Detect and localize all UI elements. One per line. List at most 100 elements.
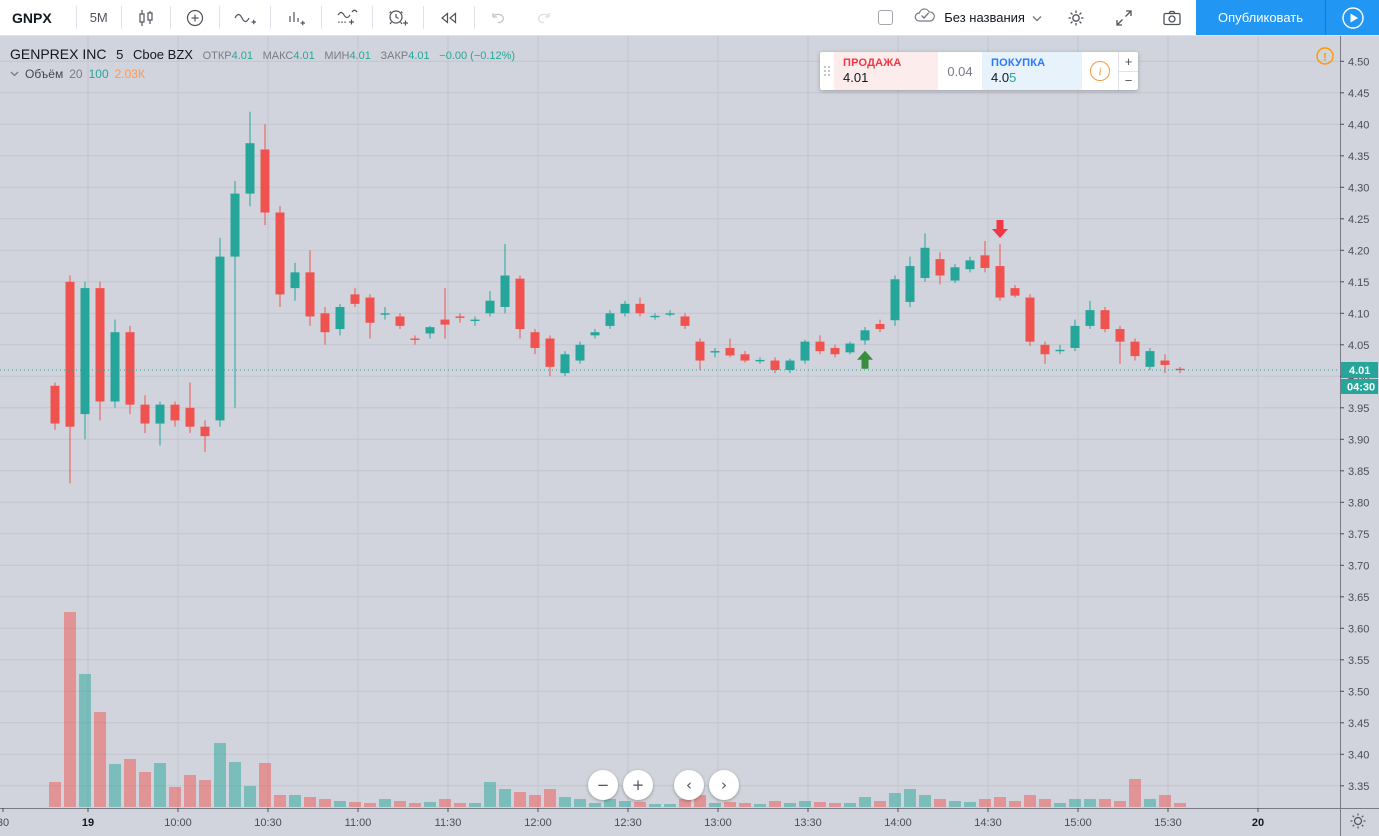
buy-price: 4.05 [991, 70, 1017, 85]
volume-legend-row[interactable]: Объём 20 100 2.03К [10, 67, 521, 81]
svg-text:3.80: 3.80 [1348, 497, 1369, 509]
scroll-right-button[interactable]: › [709, 770, 739, 800]
bar-pattern-plus-icon[interactable] [271, 0, 321, 35]
order-panel: ПРОДАЖА 4.01 0.04 ПОКУПКА 4.05 i + − [820, 52, 1138, 90]
svg-text:3.75: 3.75 [1348, 529, 1369, 541]
sell-price: 4.01 [843, 70, 869, 85]
volume-ma-length: 20 [69, 67, 83, 81]
undo-icon[interactable] [475, 0, 521, 35]
svg-text:4.45: 4.45 [1348, 88, 1369, 100]
svg-text:3.45: 3.45 [1348, 718, 1369, 730]
svg-text:4.30: 4.30 [1348, 182, 1369, 194]
legend-interval: 5 [116, 47, 124, 62]
close-label: ЗАКР [380, 50, 409, 62]
svg-text:4.40: 4.40 [1348, 119, 1369, 131]
play-button[interactable] [1325, 0, 1379, 35]
svg-text:3.55: 3.55 [1348, 655, 1369, 667]
buy-button[interactable]: ПОКУПКА 4.05 [982, 52, 1082, 90]
high-label: МАКС [262, 50, 294, 62]
zoom-in-button[interactable]: + [623, 770, 653, 800]
svg-text:04:30: 04:30 [1347, 382, 1375, 394]
top-toolbar: GNPX 5M [0, 0, 1379, 36]
svg-text:3.90: 3.90 [1348, 434, 1369, 446]
svg-text:10:00: 10:00 [164, 817, 192, 829]
chevron-down-icon [1032, 10, 1042, 25]
low-label: МИН [324, 50, 350, 62]
gear-icon[interactable] [1052, 0, 1100, 35]
buy-label: ПОКУПКА [991, 57, 1046, 69]
svg-text:19: 19 [82, 817, 94, 829]
cloud-check-icon [913, 7, 937, 28]
svg-text:3.70: 3.70 [1348, 560, 1369, 572]
svg-text:3.85: 3.85 [1348, 466, 1369, 478]
svg-text:15:30: 15:30 [1154, 817, 1182, 829]
svg-text:10:30: 10:30 [254, 817, 282, 829]
quantity-decrease-button[interactable]: − [1124, 73, 1133, 89]
compare-plus-icon[interactable] [171, 0, 219, 35]
fullscreen-icon[interactable] [1100, 0, 1148, 35]
zoom-out-button[interactable]: − [588, 770, 618, 800]
open-label: ОТКР [202, 50, 232, 62]
svg-text:4.50: 4.50 [1348, 56, 1369, 68]
quantity-increase-button[interactable]: + [1119, 52, 1138, 72]
svg-text:14:30: 14:30 [974, 817, 1002, 829]
high-value: 4.01 [293, 50, 315, 62]
volume-ma-value: 2.03К [114, 67, 145, 81]
svg-text:11:30: 11:30 [435, 817, 462, 829]
layout-menu[interactable]: Без названия [903, 0, 1052, 35]
close-value: 4.01 [408, 50, 430, 62]
svg-text:15:00: 15:00 [1064, 817, 1092, 829]
publish-button[interactable]: Опубликовать [1195, 0, 1325, 35]
svg-text:30: 30 [0, 817, 9, 829]
svg-text:4.05: 4.05 [1348, 340, 1369, 352]
scroll-left-button[interactable]: ‹ [674, 770, 704, 800]
chevron-down-icon[interactable] [10, 69, 19, 80]
svg-text:3.40: 3.40 [1348, 749, 1369, 761]
svg-text:13:00: 13:00 [704, 817, 732, 829]
svg-text:4.10: 4.10 [1348, 308, 1369, 320]
interval-button[interactable]: 5M [89, 10, 108, 25]
forecast-plus-icon[interactable] [322, 0, 372, 35]
svg-text:11:00: 11:00 [345, 817, 372, 829]
svg-text:4.25: 4.25 [1348, 214, 1369, 226]
order-info-button[interactable]: i [1082, 52, 1118, 90]
svg-text:3.50: 3.50 [1348, 686, 1369, 698]
symbol-title: GENPREX INC [10, 46, 107, 62]
redo-icon[interactable] [521, 0, 567, 35]
svg-text:4.01: 4.01 [1349, 365, 1370, 377]
svg-text:12:00: 12:00 [524, 817, 552, 829]
svg-text:14:00: 14:00 [884, 817, 912, 829]
svg-text:4.35: 4.35 [1348, 151, 1369, 163]
info-icon: i [1090, 61, 1110, 81]
svg-text:3.95: 3.95 [1348, 403, 1369, 415]
layout-name-label: Без названия [944, 10, 1025, 25]
symbol-search-button[interactable]: GNPX [12, 9, 52, 26]
svg-text:4.20: 4.20 [1348, 245, 1369, 257]
candles-icon[interactable] [122, 0, 170, 35]
spread-value: 0.04 [947, 63, 973, 79]
svg-text:3.35: 3.35 [1348, 781, 1369, 793]
change-value: −0.00 (−0.12%) [439, 50, 516, 62]
volume-label: Объём [25, 67, 64, 81]
low-value: 4.01 [349, 50, 371, 62]
chart-legend: GENPREX INC 5 Cboe BZX ОТКР4.01 МАКС4.01… [10, 46, 521, 81]
svg-text:3.65: 3.65 [1348, 592, 1369, 604]
replay-icon[interactable] [424, 0, 474, 35]
symbol-legend-row[interactable]: GENPREX INC 5 Cboe BZX ОТКР4.01 МАКС4.01… [10, 46, 521, 62]
drag-handle-icon[interactable] [820, 52, 834, 90]
svg-text:3.60: 3.60 [1348, 623, 1369, 635]
play-icon [1341, 6, 1364, 29]
svg-text:13:30: 13:30 [794, 817, 822, 829]
sell-button[interactable]: ПРОДАЖА 4.01 [834, 52, 938, 90]
svg-text:4.15: 4.15 [1348, 277, 1369, 289]
save-checkbox[interactable] [878, 10, 894, 25]
camera-icon[interactable] [1148, 0, 1196, 35]
alert-plus-icon[interactable] [373, 0, 423, 35]
volume-value: 100 [88, 67, 109, 81]
sell-label: ПРОДАЖА [843, 57, 902, 69]
open-value: 4.01 [231, 50, 254, 62]
svg-text:20: 20 [1252, 817, 1264, 829]
indicators-icon[interactable] [220, 0, 270, 35]
svg-text:12:30: 12:30 [614, 817, 642, 829]
